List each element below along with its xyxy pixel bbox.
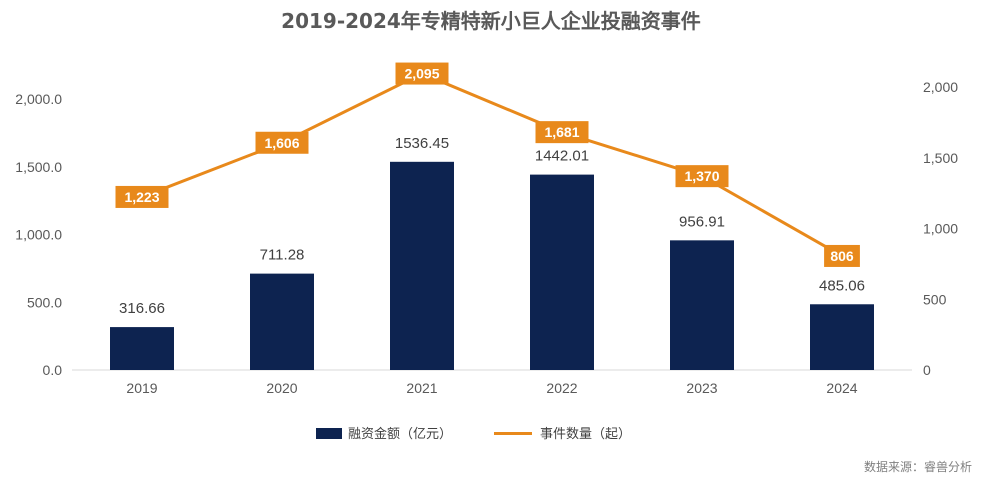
bar-value-label: 1442.01 xyxy=(535,148,589,165)
line-point-marker xyxy=(395,62,449,85)
line-point-marker xyxy=(115,185,169,208)
line-value-label: 1,606 xyxy=(264,135,299,151)
x-tick-label: 2022 xyxy=(546,380,577,396)
bar-series: 316.66 711.28 1536.45 1442.01 956.91 485.06 xyxy=(110,135,874,370)
line-path xyxy=(141,72,843,258)
bar-value-label: 1536.45 xyxy=(395,135,449,152)
bar xyxy=(810,304,874,370)
y-right-tick-label: 2,000 xyxy=(923,79,958,95)
line-point-marker xyxy=(824,244,860,267)
source-note: 数据来源：睿兽分析 xyxy=(864,459,972,474)
y-left-tick-label: 1,500.0 xyxy=(15,159,62,175)
bar xyxy=(110,327,174,370)
bar-value-label: 485.06 xyxy=(819,277,865,294)
bar-value-label: 956.91 xyxy=(679,213,725,230)
legend: 融资金额（亿元） 事件数量（起） xyxy=(316,426,631,442)
y-right-tick-label: 500 xyxy=(923,291,947,307)
bar xyxy=(670,240,734,370)
y-right-tick-label: 1,000 xyxy=(923,221,958,237)
x-tick-label: 2019 xyxy=(126,380,157,396)
chart-title: 2019-2024年专精特新小巨人企业投融资事件 xyxy=(281,9,701,33)
axes: 0.0 500.0 1,000.0 1,500.0 2,000.0 0 500 1,000 1,… xyxy=(15,79,958,396)
bar xyxy=(530,174,594,370)
y-left-tick-label: 500.0 xyxy=(27,294,62,310)
x-tick-label: 2024 xyxy=(826,380,857,396)
x-tick-label: 2020 xyxy=(266,380,297,396)
x-tick-label: 2021 xyxy=(406,380,437,396)
y-right-tick-label: 0 xyxy=(923,362,931,378)
line-value-label: 1,223 xyxy=(124,189,159,205)
line-value-label: 806 xyxy=(830,248,854,264)
line-value-label: 2,095 xyxy=(404,66,439,82)
line-point-marker xyxy=(675,165,729,188)
bar-value-label: 711.28 xyxy=(260,247,305,264)
legend-bar-swatch xyxy=(316,428,342,439)
legend-bar-label: 融资金额（亿元） xyxy=(348,426,452,442)
y-left-tick-label: 1,000.0 xyxy=(15,227,62,243)
bar xyxy=(250,273,314,370)
line-value-label: 1,370 xyxy=(684,168,719,184)
legend-line-label: 事件数量（起） xyxy=(540,427,631,442)
bar xyxy=(390,161,454,370)
line-point-marker xyxy=(255,131,309,154)
bar-value-label: 316.66 xyxy=(119,300,165,317)
line-series: 1,223 1,606 2,095 1,681 1,370 806 xyxy=(115,62,860,267)
y-right-tick-label: 1,500 xyxy=(923,150,958,166)
x-tick-label: 2023 xyxy=(686,380,717,396)
line-point-marker xyxy=(535,121,589,144)
y-left-tick-label: 2,000.0 xyxy=(15,91,62,107)
y-left-tick-label: 0.0 xyxy=(43,362,63,378)
line-value-label: 1,681 xyxy=(544,124,579,140)
